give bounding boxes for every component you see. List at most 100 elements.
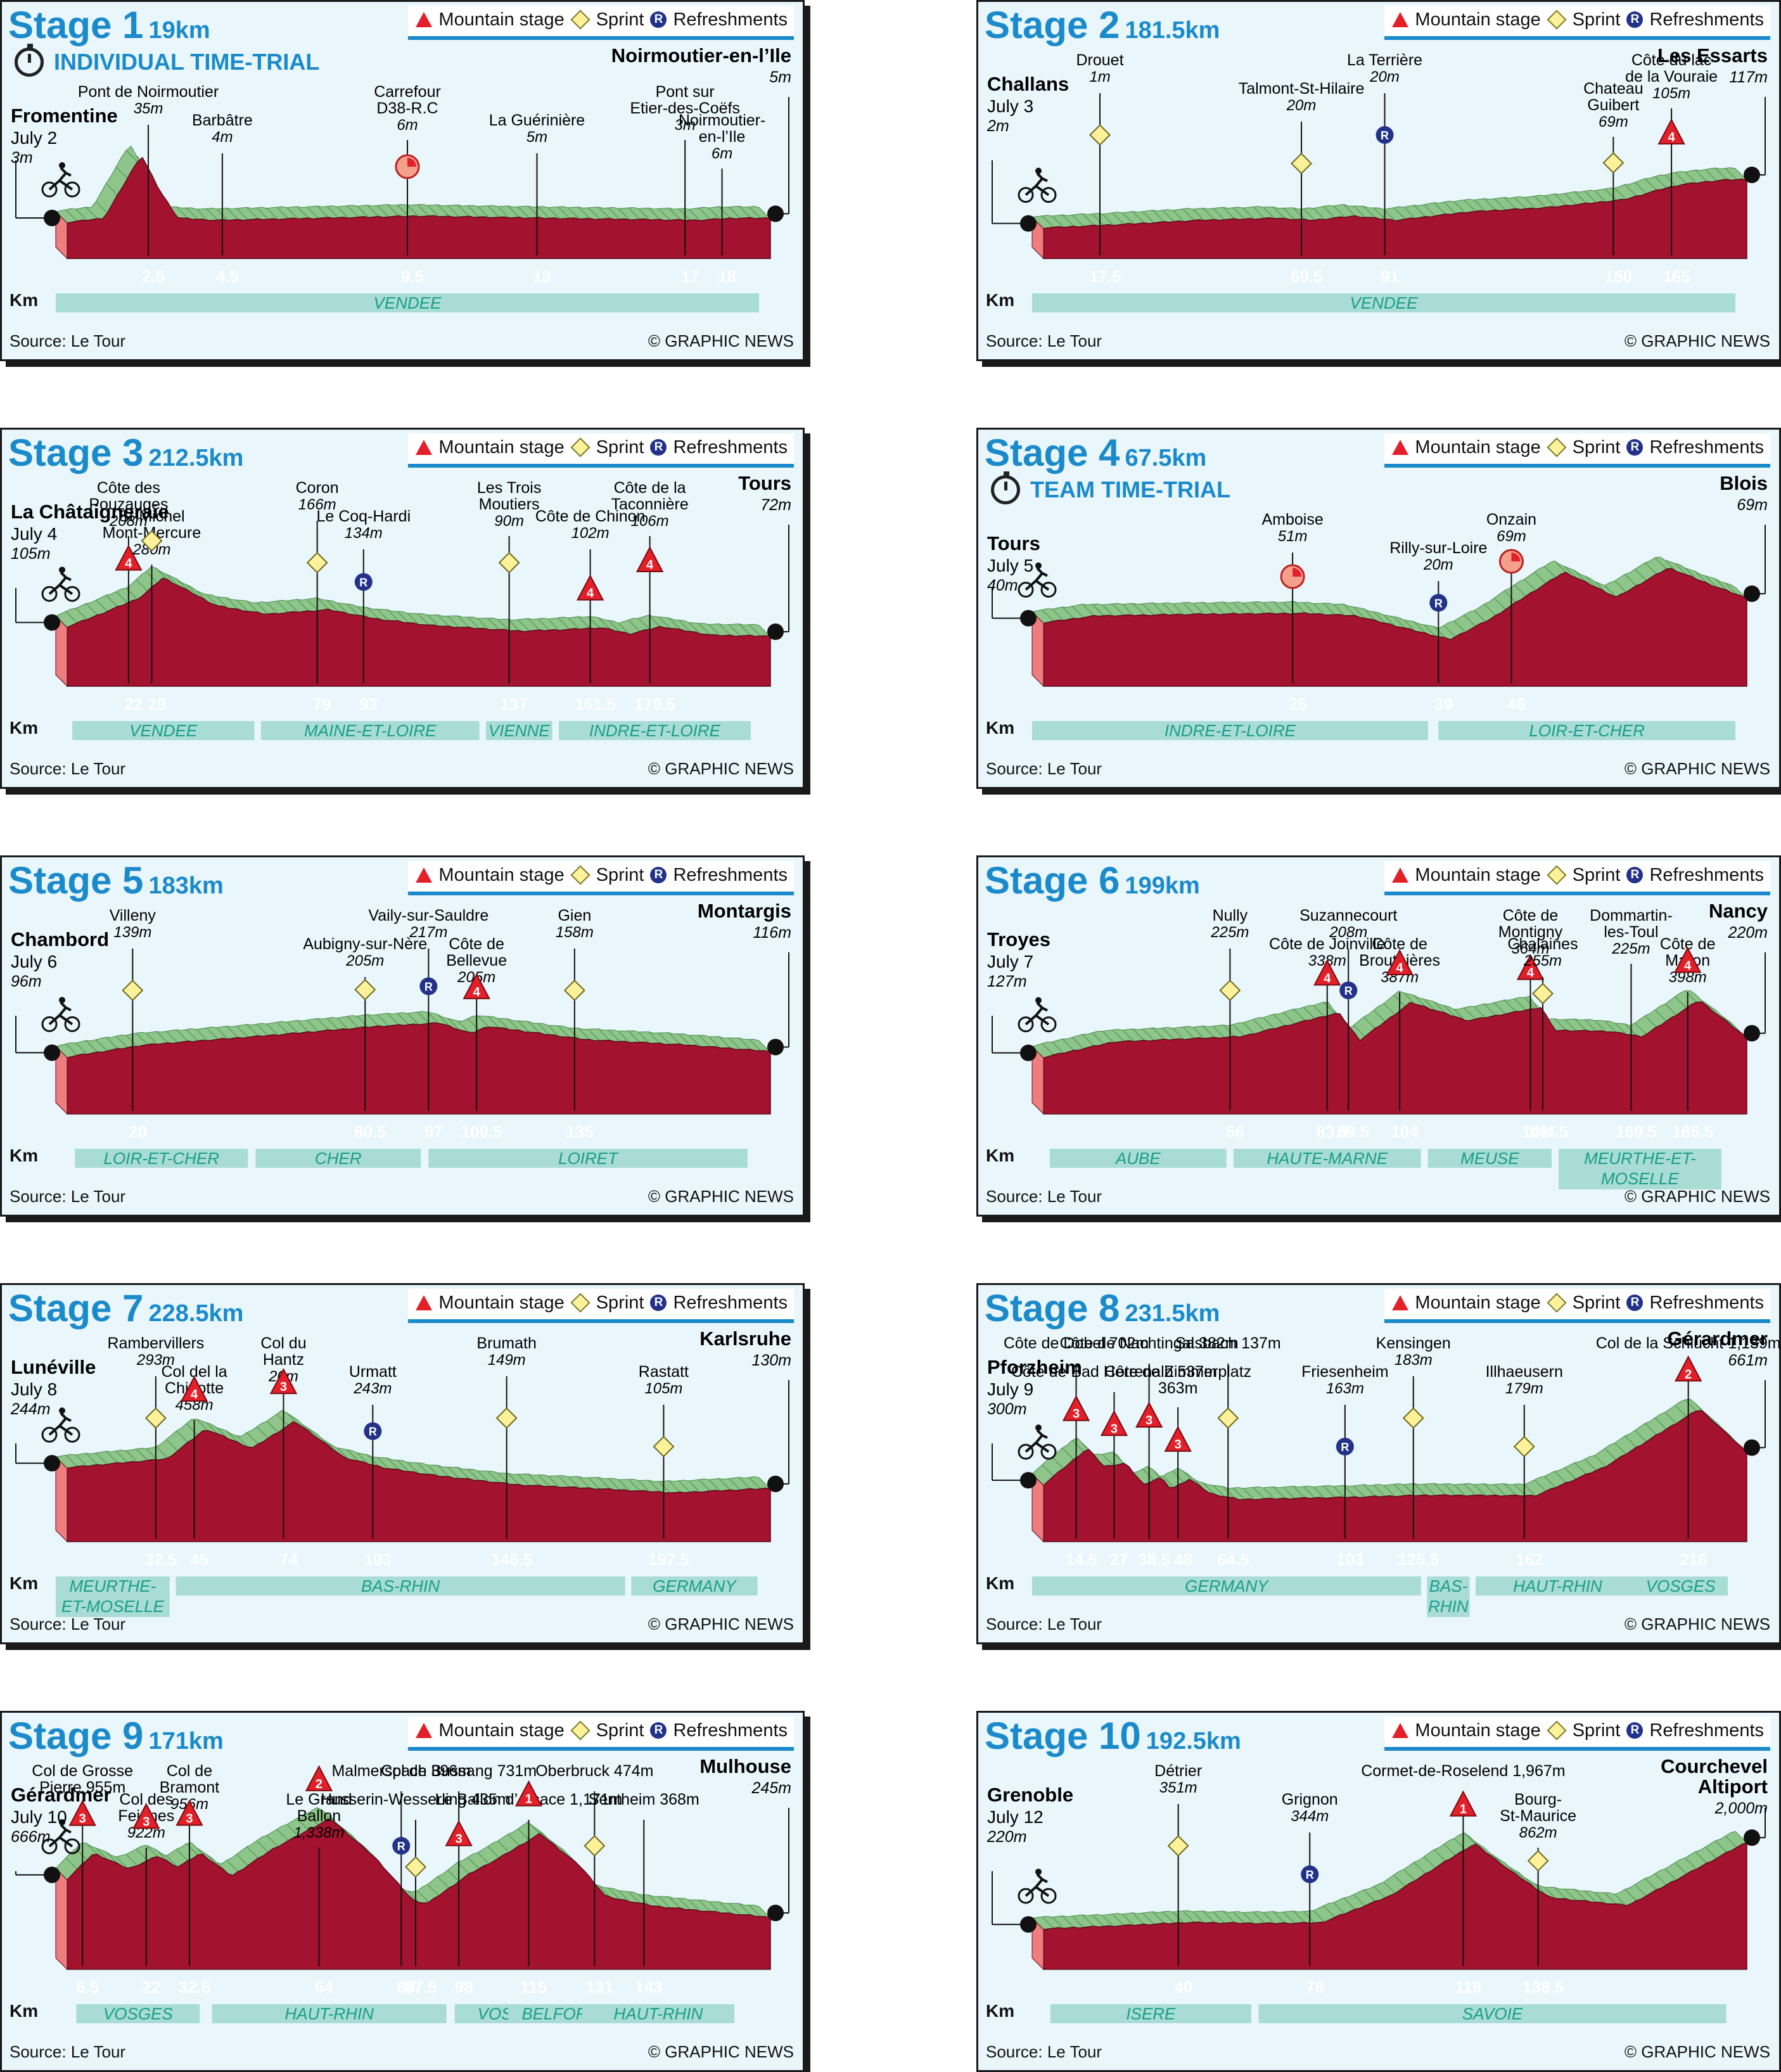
profile-front-face bbox=[1043, 1410, 1747, 1542]
point-altitude: 20m bbox=[1286, 97, 1317, 114]
profile-texture-line bbox=[1293, 1008, 1305, 1021]
profile-texture-line bbox=[125, 1450, 138, 1462]
profile-texture-line bbox=[1725, 168, 1737, 181]
stage-distance: 181.5km bbox=[1125, 17, 1220, 44]
profile-texture-line bbox=[1594, 190, 1607, 203]
finish-altitude: 116m bbox=[753, 924, 791, 942]
region-label: SAVOIE bbox=[1462, 2004, 1523, 2023]
profile-texture-line bbox=[1203, 207, 1215, 220]
sprint-icon bbox=[1513, 1436, 1535, 1457]
profile-texture-line bbox=[326, 1442, 339, 1454]
profile-texture-line bbox=[1474, 1006, 1486, 1019]
profile-texture-line bbox=[437, 204, 450, 217]
stage-number: Stage 2 bbox=[985, 4, 1120, 46]
profile-texture-line bbox=[1212, 1485, 1225, 1497]
profile-texture-line bbox=[628, 1030, 641, 1043]
km-marker-label: 25 bbox=[1289, 694, 1307, 713]
profile-texture-line bbox=[256, 1023, 269, 1036]
profile-texture-line bbox=[1534, 195, 1547, 208]
profile-texture-line bbox=[306, 1020, 319, 1032]
profile-texture-line bbox=[1634, 182, 1647, 195]
point-name: Bourg- bbox=[1514, 1791, 1562, 1808]
profile-texture-line bbox=[1714, 167, 1727, 180]
region-label: MEURTHE-ET- bbox=[1584, 1149, 1696, 1168]
finish-marker bbox=[1744, 585, 1760, 602]
stage-distance: 199km bbox=[1125, 873, 1200, 899]
profile-texture-line bbox=[1263, 1912, 1275, 1924]
profile-texture-line bbox=[738, 205, 751, 218]
profile-texture-line bbox=[306, 207, 319, 219]
profile-texture-line bbox=[1564, 193, 1576, 205]
km-axis-label: Km bbox=[10, 2001, 39, 2021]
km-marker-label: 91 bbox=[1381, 267, 1399, 286]
stage-panel: Stage 1 19km Mountain stage Sprint R Refreshm… bbox=[0, 0, 805, 361]
legend-mountain-label: Mountain stage bbox=[1415, 864, 1541, 885]
profile-texture-line bbox=[1363, 1889, 1376, 1902]
legend-mountain-label: Mountain stage bbox=[1415, 1720, 1541, 1741]
profile-texture-line bbox=[1654, 1009, 1667, 1022]
profile-texture-line bbox=[1704, 1846, 1717, 1859]
profile-texture-line bbox=[537, 618, 550, 631]
point-name: Col de Grosse bbox=[32, 1762, 133, 1780]
profile-texture-line bbox=[688, 622, 701, 634]
profile-texture-line bbox=[668, 1480, 680, 1493]
profile-texture-line bbox=[688, 1480, 701, 1493]
profile-texture-line bbox=[698, 623, 711, 636]
profile-texture-line bbox=[578, 1476, 590, 1488]
stage-number: Stage 9 bbox=[8, 1715, 144, 1757]
profile-texture-line bbox=[1052, 608, 1064, 621]
km-marker-label: 98 bbox=[455, 1978, 473, 1997]
mountain-icon bbox=[115, 544, 143, 571]
region-band bbox=[1233, 1149, 1421, 1168]
stage-panel: Stage 6 199km Mountain stage Sprint R Refresh… bbox=[976, 855, 1781, 1217]
km-marker-label: 22 bbox=[142, 1978, 160, 1997]
profile-texture-line bbox=[376, 205, 389, 217]
refreshment-icon: R bbox=[1626, 867, 1644, 883]
finish-marker bbox=[767, 1475, 784, 1492]
profile-texture-line bbox=[1685, 171, 1697, 184]
profile-texture-line bbox=[1574, 570, 1586, 582]
profile-texture-line bbox=[1082, 1033, 1094, 1046]
profile-texture-line bbox=[86, 207, 98, 219]
profile-texture-line bbox=[1554, 1471, 1567, 1483]
profile-texture-line bbox=[608, 1478, 620, 1490]
profile-texture-line bbox=[1162, 603, 1175, 615]
mountain-icon bbox=[1392, 440, 1409, 455]
profile-texture-line bbox=[1162, 1027, 1175, 1040]
mountain-category: 3 bbox=[143, 1815, 150, 1829]
profile-texture-line bbox=[608, 620, 620, 632]
point-altitude: 20m bbox=[1369, 68, 1400, 86]
km-marker-label: 45 bbox=[190, 1550, 208, 1569]
finish-altitude: 69m bbox=[1737, 496, 1768, 514]
profile-texture-line bbox=[648, 1894, 661, 1907]
km-marker-label: 46 bbox=[1507, 694, 1526, 713]
profile-texture-line bbox=[1132, 1912, 1145, 1925]
profile-texture-line bbox=[336, 1447, 349, 1460]
region-band bbox=[582, 2004, 735, 2023]
profile-texture-line bbox=[95, 201, 108, 214]
km-axis-label: Km bbox=[986, 290, 1015, 310]
point-altitude: 163m bbox=[1326, 1380, 1364, 1397]
start-town: Troyes bbox=[987, 928, 1050, 950]
profile-texture-line bbox=[105, 1037, 118, 1049]
mountain-category: 1 bbox=[1460, 1803, 1467, 1817]
profile-texture-line bbox=[1222, 207, 1235, 219]
profile-texture-line bbox=[266, 1421, 279, 1433]
refreshment-icon: R bbox=[650, 1722, 667, 1739]
region-label: AUBE bbox=[1114, 1149, 1161, 1168]
profile-texture-line bbox=[738, 1476, 751, 1489]
legend: Mountain stage Sprint R Refreshments bbox=[1384, 1717, 1770, 1751]
refreshment-letter: R bbox=[1381, 129, 1389, 142]
mountain-category: 3 bbox=[79, 1812, 86, 1826]
point-altitude: 183m bbox=[1395, 1352, 1433, 1369]
profile-texture-line bbox=[216, 1427, 229, 1440]
profile-texture-line bbox=[125, 1035, 138, 1047]
profile-texture-line bbox=[1625, 1435, 1637, 1448]
profile-texture-line bbox=[728, 1903, 741, 1915]
mountain-category: 3 bbox=[186, 1812, 193, 1826]
profile-texture-line bbox=[1212, 602, 1225, 615]
start-marker bbox=[1020, 1044, 1037, 1061]
profile-texture-line bbox=[1564, 1019, 1576, 1032]
profile-texture-line bbox=[1062, 1039, 1075, 1051]
